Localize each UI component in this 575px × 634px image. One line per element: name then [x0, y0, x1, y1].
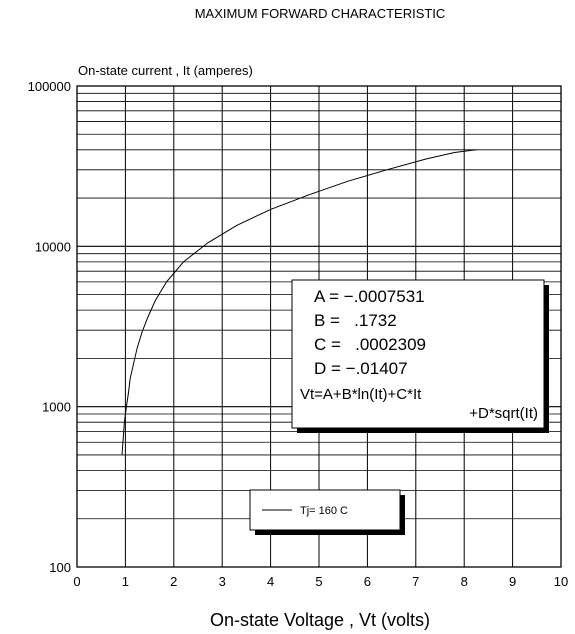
- coefficient-a: A = −.0007531: [314, 287, 425, 306]
- x-tick-label: 2: [170, 574, 177, 589]
- x-tick-label: 6: [364, 574, 371, 589]
- y-tick-label: 100: [49, 560, 71, 575]
- legend: Tj= 160 C: [249, 489, 405, 535]
- x-tick-label: 5: [315, 574, 322, 589]
- x-tick-label: 9: [509, 574, 516, 589]
- formula-line-2: +D*sqrt(It): [469, 405, 538, 422]
- x-axis-label: On-state Voltage , Vt (volts): [210, 610, 430, 630]
- series-line-tj-160: [121, 149, 477, 455]
- x-tick-labels: 0 1 2 3 4 5 6 7 8 9 10: [73, 574, 568, 589]
- plot-frame: [76, 85, 562, 568]
- y-tick-labels: 100 1000 10000 100000: [28, 79, 71, 575]
- x-tick-label: 0: [73, 574, 80, 589]
- chart-title: MAXIMUM FORWARD CHARACTERISTIC: [195, 6, 446, 21]
- legend-entry: Tj= 160 C: [300, 505, 348, 517]
- y-tick-label: 100000: [28, 79, 71, 94]
- y-axis-label: On-state current , It (amperes): [78, 63, 253, 78]
- coefficient-c: C = .0002309: [314, 335, 426, 354]
- x-tick-label: 10: [554, 574, 568, 589]
- coefficient-b: B = .1732: [314, 311, 397, 330]
- x-tick-label: 7: [412, 574, 419, 589]
- equation-box: A = −.0007531 B = .1732 C = .0002309 D =…: [291, 279, 549, 433]
- x-tick-label: 8: [461, 574, 468, 589]
- y-tick-label: 10000: [35, 239, 71, 254]
- x-tick-label: 4: [267, 574, 274, 589]
- y-tick-label: 1000: [42, 400, 71, 415]
- x-tick-label: 1: [122, 574, 129, 589]
- coefficient-d: D = −.01407: [314, 359, 408, 378]
- x-tick-label: 3: [219, 574, 226, 589]
- formula-line-1: Vt=A+B*ln(It)+C*It: [300, 386, 422, 403]
